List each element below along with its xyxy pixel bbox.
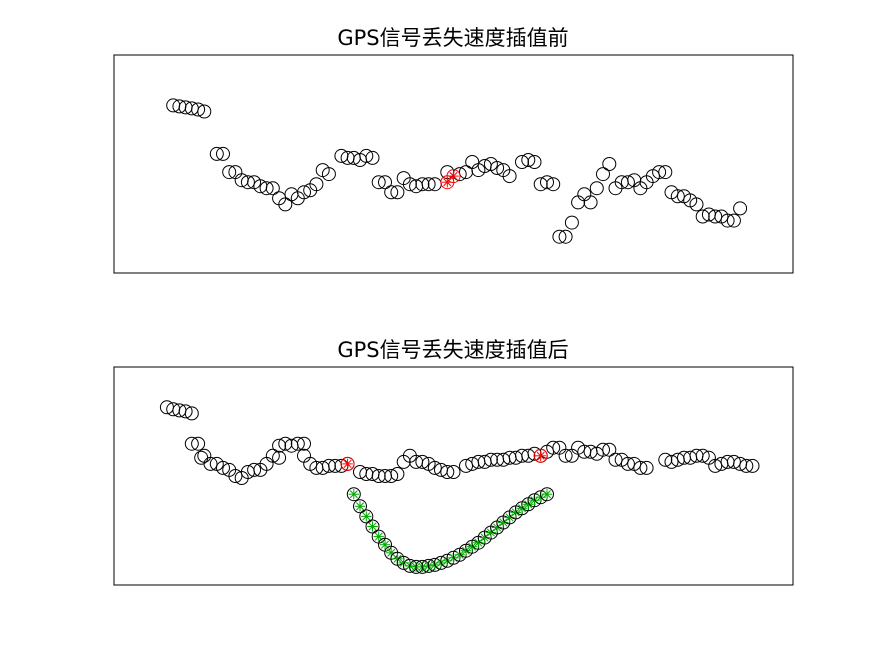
data-point-s0-38 — [415, 177, 430, 192]
data-point-s0-81 — [664, 454, 679, 469]
data-point-s0-33 — [384, 185, 399, 200]
data-point-starred-s2-1 — [353, 499, 367, 514]
data-point-s0-21 — [272, 438, 287, 453]
data-point-s0-74 — [658, 165, 673, 180]
data-point-s0-93 — [739, 458, 754, 473]
data-point-s0-72 — [596, 442, 610, 457]
data-point-s0-55 — [540, 175, 554, 190]
data-point-s0-91 — [726, 454, 741, 469]
data-point-s0-32 — [378, 175, 392, 190]
data-point-starred-s2-2 — [359, 509, 374, 524]
data-point-s0-20 — [297, 185, 311, 200]
data-point-s0-82 — [708, 209, 723, 224]
marks-before — [166, 98, 748, 244]
data-point-s0-84 — [720, 213, 735, 228]
data-point-starred-s2-5 — [378, 537, 392, 552]
data-point-s0-3 — [178, 404, 193, 419]
data-point-s0-76 — [670, 189, 685, 204]
data-point-starred-s2-31 — [540, 487, 554, 502]
subplot-after-interpolation: GPS信号丢失速度插值后 — [113, 338, 794, 586]
data-point-s0-40 — [390, 467, 405, 481]
data-point-s0-66 — [558, 448, 573, 463]
data-point-s0-59 — [564, 215, 579, 230]
data-point-s0-46 — [427, 460, 442, 475]
data-point-starred-s2-3 — [365, 519, 380, 534]
data-point-s0-34 — [390, 185, 405, 200]
data-point-s0-48 — [440, 465, 455, 479]
data-point-s0-5 — [184, 436, 199, 451]
data-point-s0-15 — [265, 181, 280, 196]
data-point-s0-78 — [633, 460, 648, 475]
data-point-s0-14 — [259, 181, 274, 196]
data-point-s0-68 — [620, 175, 635, 190]
data-point-s0-49 — [446, 465, 461, 479]
data-point-s0-86 — [733, 201, 748, 216]
data-point-s0-39 — [421, 177, 436, 192]
data-point-s0-7 — [216, 146, 230, 161]
chart-title-before: GPS信号丢失速度插值前 — [337, 26, 568, 50]
data-point-s0-11 — [216, 460, 230, 475]
data-point-s0-62 — [583, 195, 598, 210]
data-point-s0-19 — [265, 448, 280, 463]
data-point-s0-4 — [191, 102, 206, 117]
chart-title-after: GPS信号丢失速度插值后 — [337, 338, 568, 362]
data-point-s0-94 — [745, 458, 760, 473]
data-point-s0-63 — [589, 181, 604, 196]
data-point-s0-8 — [222, 165, 237, 180]
data-point-s0-44 — [415, 454, 430, 469]
data-point-s0-17 — [278, 197, 293, 212]
data-point-s0-74 — [608, 452, 623, 467]
data-point-s0-5 — [197, 104, 212, 119]
data-point-s0-53 — [527, 155, 542, 169]
data-point-s0-50 — [502, 169, 517, 184]
data-point-s0-20 — [272, 450, 287, 465]
data-point-s0-73 — [652, 165, 667, 180]
data-point-s0-56 — [546, 177, 561, 192]
data-point-s0-48 — [490, 161, 505, 175]
data-point-s0-31 — [371, 175, 386, 190]
data-point-s0-16 — [247, 462, 262, 477]
data-point-s0-4 — [184, 406, 199, 421]
data-point-starred-s1-1 — [533, 448, 548, 463]
data-point-s0-73 — [602, 442, 617, 457]
data-point-s0-25 — [297, 436, 311, 451]
marks-after — [159, 400, 760, 574]
data-point-s0-79 — [639, 460, 654, 475]
data-point-s0-39 — [384, 469, 399, 483]
data-point-s0-54 — [483, 452, 498, 467]
data-point-starred-s1-0 — [340, 456, 355, 471]
data-point-s0-65 — [602, 157, 617, 171]
data-point-s0-13 — [228, 469, 243, 483]
data-point-starred-s1-1 — [446, 169, 461, 184]
data-point-s0-50 — [459, 458, 473, 473]
data-point-starred-s2-4 — [371, 529, 386, 544]
data-point-starred-s2-0 — [346, 487, 361, 502]
data-point-s0-88 — [708, 458, 723, 473]
data-point-s0-64 — [546, 440, 561, 455]
data-point-s0-57 — [552, 229, 567, 244]
data-point-s0-58 — [558, 229, 573, 244]
data-point-s0-64 — [596, 167, 610, 182]
data-point-s0-60 — [521, 448, 536, 463]
data-point-s0-6 — [209, 146, 224, 161]
data-point-s0-9 — [203, 456, 218, 471]
data-point-s0-79 — [689, 197, 704, 212]
axes-frame-before — [113, 54, 794, 274]
data-point-s0-29 — [359, 148, 374, 163]
data-point-s0-76 — [620, 456, 635, 471]
data-point-s0-52 — [521, 153, 536, 167]
data-point-s0-22 — [309, 177, 324, 192]
data-point-s0-85 — [726, 213, 741, 228]
data-point-s0-24 — [321, 167, 336, 182]
data-point-s0-6 — [191, 436, 206, 451]
data-point-s0-11 — [240, 175, 255, 190]
data-point-s0-24 — [290, 436, 305, 451]
data-point-s0-30 — [365, 150, 380, 165]
data-point-s0-86 — [695, 448, 710, 463]
subplot-before-interpolation: GPS信号丢失速度插值前 — [113, 26, 794, 274]
